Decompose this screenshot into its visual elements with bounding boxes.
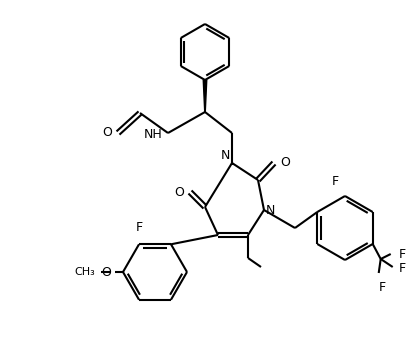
Text: O: O [280,157,290,170]
Text: N: N [220,149,230,162]
Text: CH₃: CH₃ [74,267,95,277]
Text: F: F [399,263,406,276]
Text: F: F [136,221,143,234]
Polygon shape [203,80,207,112]
Text: F: F [332,175,339,188]
Text: N: N [266,203,275,216]
Text: NH: NH [144,128,163,142]
Text: O: O [174,186,184,199]
Text: O: O [102,126,112,139]
Text: F: F [379,281,386,294]
Text: F: F [399,249,406,262]
Text: O: O [101,265,111,278]
